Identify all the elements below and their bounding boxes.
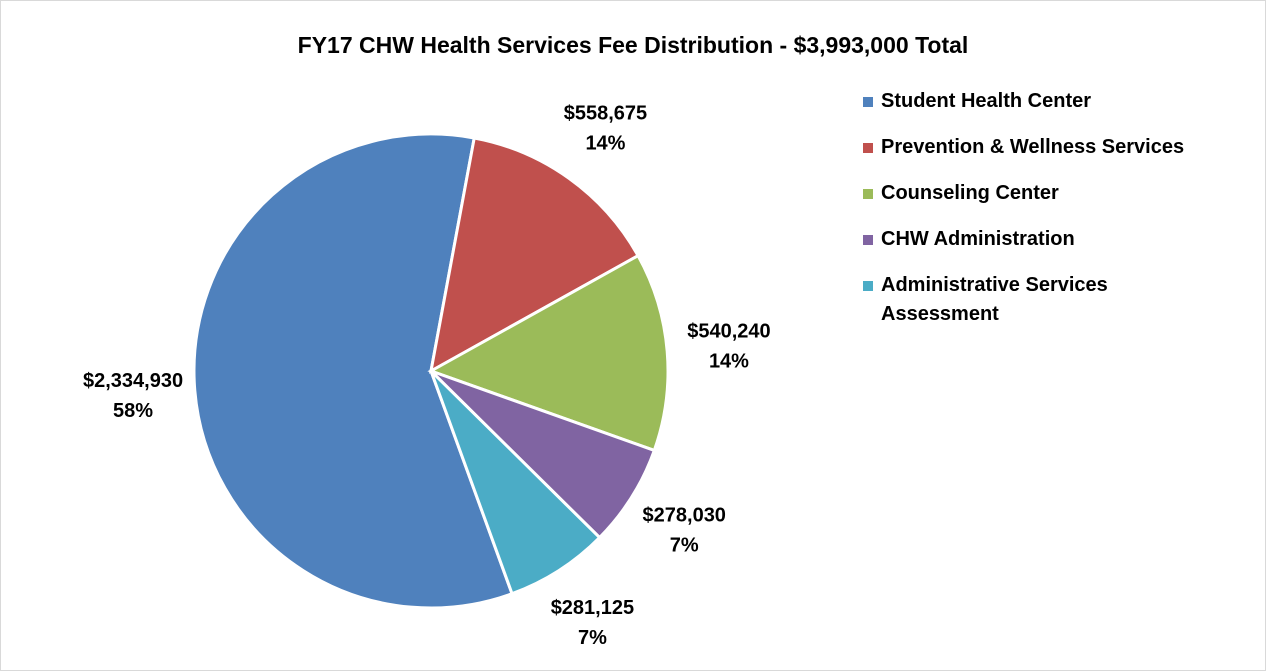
legend-swatch	[863, 281, 873, 291]
data-label: $540,240	[687, 320, 770, 342]
data-label: 14%	[585, 132, 625, 154]
legend: Student Health Center Prevention & Wellne…	[863, 87, 1253, 346]
data-label: 7%	[578, 627, 607, 649]
data-label: $2,334,930	[83, 370, 183, 392]
legend-item: Administrative Services Assessment	[863, 271, 1253, 329]
pie-slice	[429, 369, 657, 540]
legend-item: Prevention & Wellness Services	[863, 133, 1253, 162]
data-label: 58%	[113, 400, 153, 422]
legend-swatch	[863, 143, 873, 153]
data-label: $281,125	[551, 597, 634, 619]
legend-item: CHW Administration	[863, 225, 1253, 254]
legend-item: Student Health Center	[863, 87, 1253, 116]
pie-slice	[429, 369, 602, 596]
data-label: 14%	[709, 350, 749, 372]
pie-slice	[427, 253, 670, 453]
legend-label: Prevention & Wellness Services	[881, 136, 1185, 158]
data-label: $278,030	[643, 504, 726, 526]
data-label: $558,675	[564, 102, 647, 124]
legend-swatch	[863, 189, 873, 199]
legend-swatch	[863, 235, 873, 245]
legend-label: Administrative Services Assessment	[881, 274, 1108, 325]
pie-slice	[428, 136, 641, 374]
legend-swatch	[863, 97, 873, 107]
legend-label: Student Health Center	[881, 90, 1092, 112]
legend-item: Counseling Center	[863, 179, 1253, 208]
chart-title: FY17 CHW Health Services Fee Distributio…	[298, 32, 969, 58]
legend-label: CHW Administration	[881, 228, 1075, 250]
legend-label: Counseling Center	[881, 182, 1059, 204]
data-label: 7%	[670, 534, 699, 556]
pie-slice	[192, 132, 514, 610]
